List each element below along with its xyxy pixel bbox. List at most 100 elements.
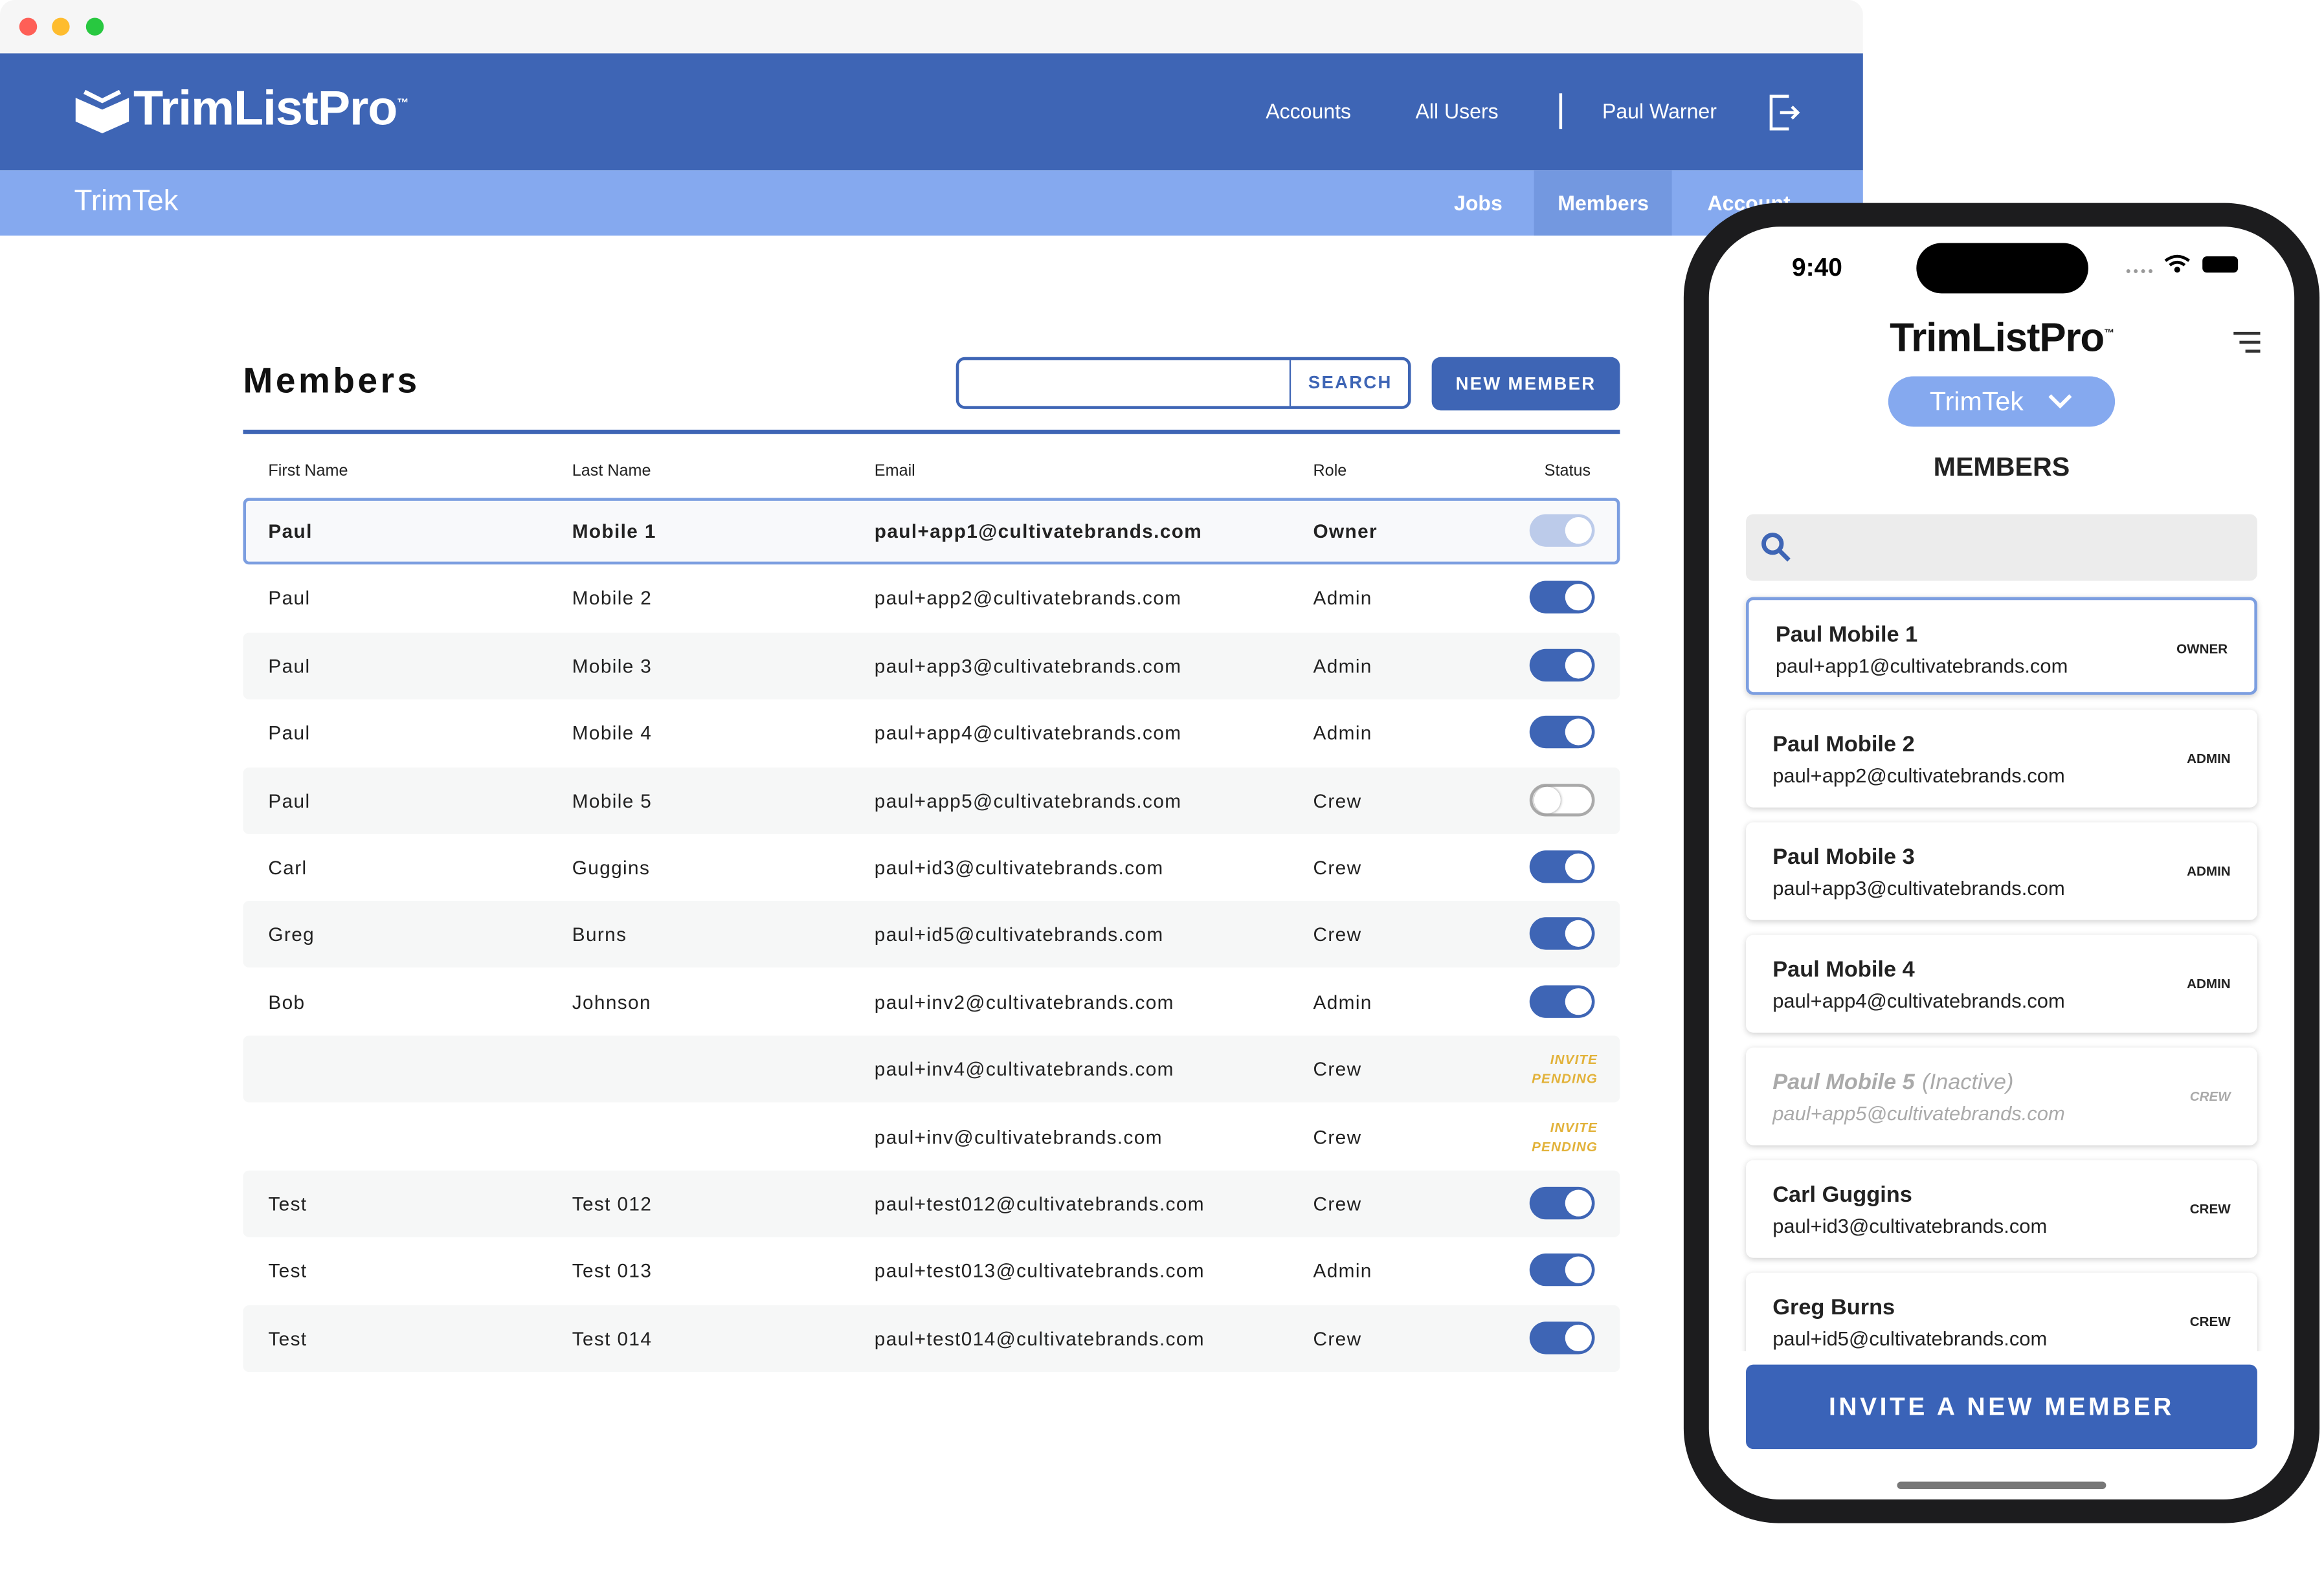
dynamic-island (1916, 243, 2088, 294)
phone-brand: TrimListPro™ (1709, 316, 2294, 362)
status-toggle[interactable] (1529, 850, 1595, 883)
toggle-knob (1565, 1189, 1592, 1217)
column-header: Email (874, 462, 915, 480)
column-header: First Name (268, 462, 348, 480)
column-header: Last Name (572, 462, 651, 480)
table-row[interactable]: paul+inv4@cultivatebrands.com Crew INVITE … (243, 1035, 1620, 1103)
table-row[interactable]: Paul Mobile 5 paul+app5@cultivatebrands.co… (243, 767, 1620, 834)
status-toggle[interactable] (1529, 783, 1595, 816)
phone-search[interactable] (1746, 514, 2257, 581)
search-box[interactable]: SEARCH (955, 357, 1411, 409)
cell-email: paul+id5@cultivatebrands.com (874, 923, 1164, 946)
member-card[interactable]: Carl Guggins paul+id3@cultivatebrands.com… (1746, 1160, 2257, 1258)
status-toggle[interactable] (1529, 1254, 1595, 1287)
status-toggle[interactable] (1529, 581, 1595, 614)
cell-last: Mobile 3 (572, 654, 653, 677)
toggle-knob (1534, 786, 1561, 813)
table-row[interactable]: paul+inv@cultivatebrands.com Crew INVITE P… (243, 1103, 1620, 1170)
status-text: (Inactive) (1922, 1070, 2014, 1095)
cell-last: Mobile 4 (572, 722, 653, 744)
table-row[interactable]: Paul Mobile 2 paul+app2@cultivatebrands.co… (243, 565, 1620, 632)
menu-icon[interactable] (2232, 331, 2262, 355)
table-row[interactable]: Paul Mobile 3 paul+app3@cultivatebrands.co… (243, 632, 1620, 700)
nav-link[interactable]: Accounts (1266, 99, 1352, 124)
page-title: Members (243, 361, 420, 402)
table-row[interactable]: Test Test 014 paul+test014@cultivatebrands… (243, 1305, 1620, 1372)
table-row[interactable]: Test Test 012 paul+test012@cultivatebrands… (243, 1170, 1620, 1237)
table-row[interactable]: Carl Guggins paul+id3@cultivatebrands.com C… (243, 834, 1620, 901)
status-toggle[interactable] (1529, 985, 1595, 1018)
member-role: ADMIN (2187, 751, 2231, 766)
logo-icon (75, 89, 129, 134)
user-name[interactable]: Paul Warner (1602, 99, 1717, 124)
logout-icon[interactable] (1768, 93, 1800, 132)
cell-last: Guggins (572, 856, 651, 879)
toggle-knob (1565, 718, 1592, 746)
tab[interactable]: Members (1534, 170, 1673, 236)
member-card[interactable]: Paul Mobile 2 paul+app2@cultivatebrands.c… (1746, 709, 2257, 808)
member-card[interactable]: Paul Mobile 5 (Inactive) paul+app5@cultiva… (1746, 1047, 2257, 1145)
org-name: TrimTek (1929, 386, 2024, 417)
table-row[interactable]: Paul Mobile 4 paul+app4@cultivatebrands.co… (243, 700, 1620, 766)
member-email: paul+id3@cultivatebrands.com (1772, 1215, 2048, 1237)
status-toggle[interactable] (1529, 918, 1595, 951)
trademark: ™ (397, 96, 408, 110)
member-name: Paul Mobile 1 (1776, 623, 1917, 648)
member-role: CREW (2189, 1201, 2231, 1217)
minimize-dot[interactable] (52, 17, 70, 36)
nav-link[interactable]: All Users (1415, 99, 1499, 124)
cell-first: Paul (268, 722, 311, 744)
table-row[interactable]: Paul Mobile 1 paul+app1@cultivatebrands.co… (243, 498, 1620, 565)
zoom-dot[interactable] (85, 17, 104, 36)
header: TrimListPro™ Accounts All Users Paul War… (0, 53, 1863, 171)
cell-role: Crew (1313, 1058, 1362, 1081)
member-role: CREW (2189, 1089, 2231, 1104)
phone-screen: 9:40 TrimListPro™ TrimTek MEMBERS Paul M… (1708, 227, 2295, 1499)
cell-email: paul+inv@cultivatebrands.com (874, 1125, 1163, 1148)
member-email: paul+id5@cultivatebrands.com (1772, 1327, 2048, 1350)
cell-email: paul+app4@cultivatebrands.com (874, 722, 1182, 744)
cell-first: Paul (268, 654, 311, 677)
toggle-knob (1565, 853, 1592, 880)
cell-role: Admin (1313, 722, 1372, 744)
cell-role: Crew (1313, 1125, 1362, 1148)
table-row[interactable]: Test Test 013 paul+test013@cultivatebrands… (243, 1238, 1620, 1305)
cell-role: Admin (1313, 587, 1372, 610)
member-card[interactable]: Greg Burns paul+id5@cultivatebrands.com CR… (1746, 1272, 2257, 1352)
cell-email: paul+inv4@cultivatebrands.com (874, 1058, 1174, 1081)
member-name: Paul Mobile 5 (Inactive) (1772, 1070, 2013, 1095)
status-toggle[interactable] (1529, 1186, 1595, 1220)
cell-email: paul+app2@cultivatebrands.com (874, 587, 1182, 610)
cell-last: Test 014 (572, 1327, 653, 1350)
table-row[interactable]: Greg Burns paul+id5@cultivatebrands.com Cre… (243, 901, 1620, 968)
tab[interactable]: Jobs (1453, 191, 1503, 215)
member-role: CREW (2189, 1314, 2231, 1329)
name-text: Carl Guggins (1772, 1182, 1912, 1208)
cell-email: paul+app1@cultivatebrands.com (874, 520, 1203, 542)
new-member-button[interactable]: NEW MEMBER (1431, 357, 1620, 411)
cell-email: paul+inv2@cultivatebrands.com (874, 991, 1174, 1013)
cell-role: Admin (1313, 1259, 1372, 1283)
org-dropdown[interactable]: TrimTek (1888, 376, 2116, 427)
status-toggle[interactable] (1529, 716, 1595, 749)
member-card[interactable]: Paul Mobile 3 paul+app3@cultivatebrands.c… (1746, 822, 2257, 920)
search-button[interactable]: SEARCH (1308, 371, 1392, 393)
status-label: INVITE PENDING (1532, 1052, 1598, 1087)
member-name: Paul Mobile 2 (1772, 732, 1914, 757)
member-card[interactable]: Paul Mobile 4 paul+app4@cultivatebrands.c… (1746, 934, 2257, 1033)
close-dot[interactable] (19, 17, 38, 36)
member-email: paul+app4@cultivatebrands.com (1772, 990, 2065, 1012)
title-bar (0, 0, 1863, 54)
toggle-knob (1565, 651, 1592, 679)
cell-role: Admin (1313, 654, 1372, 677)
divider (1289, 360, 1291, 406)
table-row[interactable]: Bob Johnson paul+inv2@cultivatebrands.com A… (243, 969, 1620, 1035)
toggle-knob (1565, 988, 1592, 1015)
column-header: Role (1313, 462, 1347, 480)
cell-role: Crew (1313, 789, 1362, 812)
status-toggle[interactable] (1529, 1321, 1595, 1354)
member-card[interactable]: Paul Mobile 1 paul+app1@cultivatebrands.c… (1746, 597, 2257, 695)
invite-button[interactable]: INVITE A NEW MEMBER (1746, 1364, 2257, 1450)
status-toggle[interactable] (1529, 648, 1595, 681)
member-email: paul+app1@cultivatebrands.com (1775, 654, 2068, 678)
